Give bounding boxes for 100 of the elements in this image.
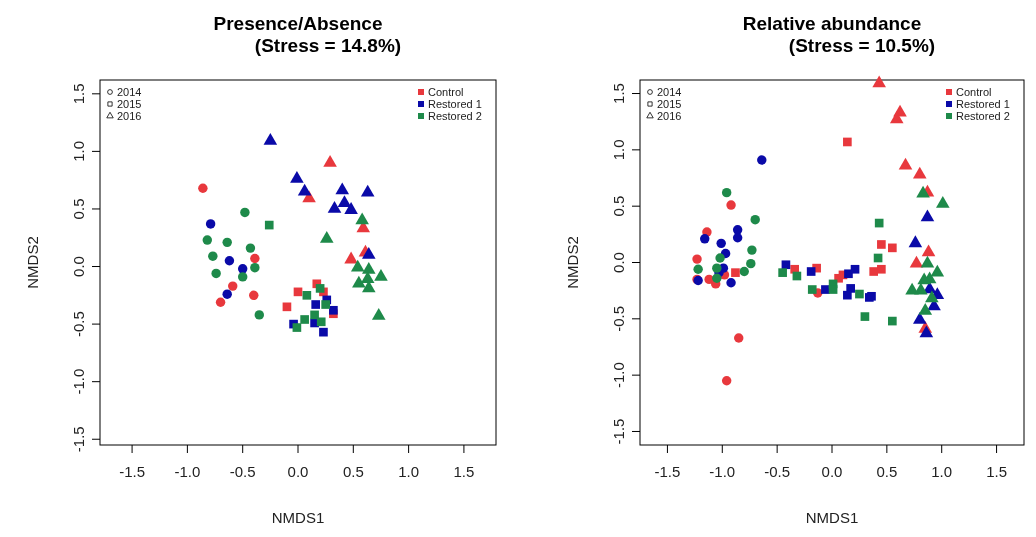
point <box>311 300 321 309</box>
point <box>712 273 722 283</box>
y-tick-label: 1.0 <box>70 140 87 162</box>
chart-title: Relative abundance (Stress = 10.5%) <box>742 13 936 56</box>
point <box>198 183 208 193</box>
point <box>360 184 375 197</box>
x-tick-label: 0.5 <box>876 463 898 480</box>
point <box>855 289 864 299</box>
point <box>310 310 319 320</box>
point <box>300 315 309 324</box>
point <box>360 271 375 283</box>
point <box>224 256 235 266</box>
legend-label: 2014 <box>117 86 142 98</box>
x-tick-label: 1.5 <box>986 463 1007 480</box>
point <box>732 233 743 243</box>
point <box>916 185 930 198</box>
point <box>374 268 388 281</box>
point <box>215 297 226 307</box>
point <box>237 264 248 274</box>
point <box>237 272 248 282</box>
y-tick-label: -0.5 <box>610 305 627 332</box>
point <box>297 183 312 196</box>
y-axis-title: NMDS2 <box>564 236 581 289</box>
point <box>211 268 221 279</box>
point <box>693 264 703 274</box>
x-tick-label: -0.5 <box>764 463 791 480</box>
legend-label: 2016 <box>657 110 682 122</box>
y-tick-label: -0.5 <box>70 311 87 338</box>
point <box>920 209 935 222</box>
x-tick-label: -1.5 <box>654 463 681 480</box>
point <box>888 316 897 326</box>
point <box>912 166 927 179</box>
point <box>917 272 931 285</box>
point <box>319 230 334 243</box>
point <box>806 267 816 276</box>
y-tick-label: -1.5 <box>610 418 627 445</box>
y-tick-label: 1.5 <box>70 83 87 105</box>
point <box>222 237 232 248</box>
x-axis-title: NMDS1 <box>805 509 859 526</box>
y-axis-title: NMDS2 <box>24 236 41 289</box>
x-tick-label: 0.5 <box>342 463 364 480</box>
y-tick-label: 1.5 <box>610 83 627 104</box>
point <box>208 251 218 261</box>
x-tick-label: -1.0 <box>709 463 736 480</box>
point <box>222 289 232 299</box>
point <box>263 133 278 145</box>
point <box>734 333 744 343</box>
y-tick-label: -1.0 <box>610 362 627 389</box>
point <box>860 312 870 321</box>
y-tick-label: 0.0 <box>70 256 87 277</box>
legend-label: Control <box>428 86 464 98</box>
point <box>316 317 326 327</box>
point <box>329 305 338 315</box>
point <box>778 268 787 277</box>
point <box>692 254 702 264</box>
point <box>726 200 736 210</box>
point <box>228 281 238 291</box>
point <box>726 278 736 288</box>
y-tick-label: 0.5 <box>70 198 87 220</box>
legend-label: 2014 <box>657 86 682 98</box>
point <box>302 290 312 300</box>
point <box>843 137 852 147</box>
point <box>919 325 934 338</box>
point <box>362 247 376 259</box>
point <box>888 243 897 253</box>
point <box>721 376 732 386</box>
point <box>323 154 337 167</box>
point <box>898 157 913 170</box>
point <box>264 220 274 230</box>
point <box>747 245 757 255</box>
point <box>877 240 886 249</box>
legend-label: Restored 1 <box>956 98 1010 110</box>
point <box>321 300 330 309</box>
point <box>315 284 325 293</box>
point <box>746 258 756 269</box>
point <box>757 155 767 165</box>
x-tick-label: 1.0 <box>931 463 953 480</box>
x-tick-label: -1.5 <box>119 463 146 480</box>
legend-label: Restored 2 <box>428 110 482 122</box>
point <box>877 264 886 274</box>
y-tick-label: 0.0 <box>610 252 627 273</box>
x-tick-label: -0.5 <box>229 463 256 480</box>
point <box>936 195 950 208</box>
point <box>715 253 725 263</box>
point <box>930 264 945 277</box>
legend-label: Restored 2 <box>956 110 1010 122</box>
point <box>908 235 923 248</box>
point <box>721 187 732 198</box>
point <box>712 263 722 273</box>
point <box>344 251 358 264</box>
point <box>290 171 304 183</box>
legend-label: Control <box>956 86 992 98</box>
legend-label: Restored 1 <box>428 98 482 110</box>
point <box>872 75 886 88</box>
y-tick-label: 1.0 <box>610 139 627 161</box>
point <box>869 267 879 276</box>
point <box>240 207 250 218</box>
legend-label: 2015 <box>657 98 682 110</box>
x-tick-label: -1.0 <box>174 463 201 480</box>
point <box>250 262 260 273</box>
